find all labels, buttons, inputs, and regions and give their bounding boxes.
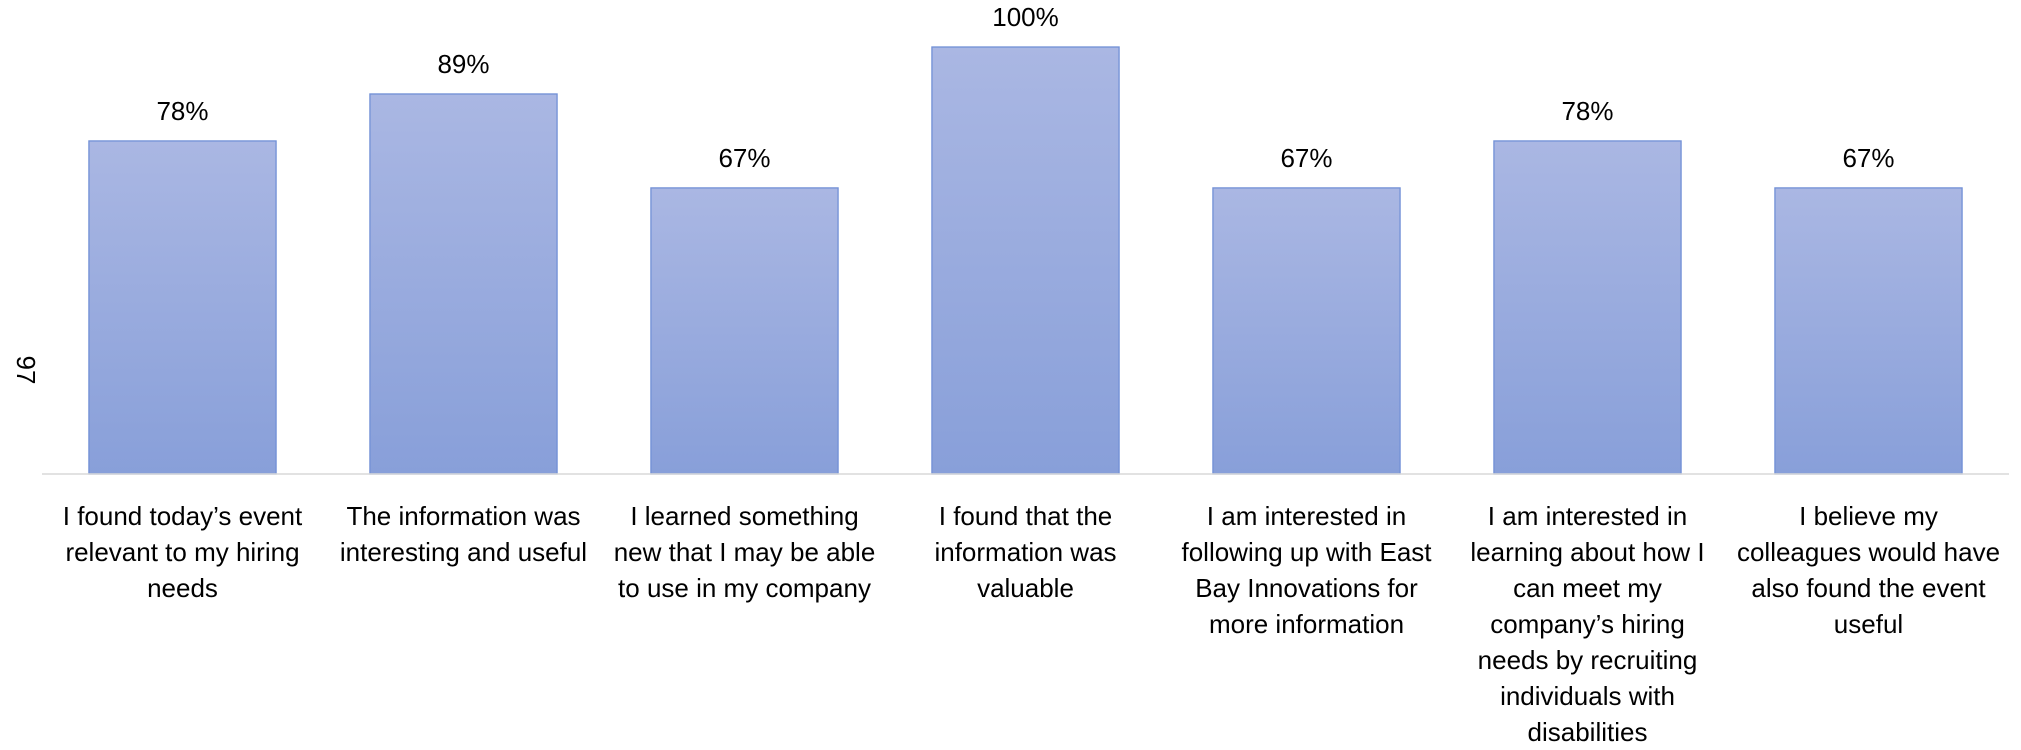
- value-label: 67%: [1842, 143, 1894, 173]
- bar: [1774, 187, 1963, 475]
- bar: [369, 93, 558, 475]
- x-tick-label: I believe my colleagues would have also …: [1736, 501, 2001, 639]
- bar: [1493, 140, 1682, 475]
- value-label: 78%: [156, 96, 208, 126]
- bar: [88, 140, 277, 475]
- value-label: 89%: [437, 49, 489, 79]
- bar: [931, 46, 1120, 475]
- value-label: 78%: [1561, 96, 1613, 126]
- value-label: 67%: [1280, 143, 1332, 173]
- x-tick-label: I learned something new that I may be ab…: [613, 501, 876, 603]
- x-tick-label: I found that the information was valuabl…: [934, 501, 1117, 603]
- page-number: 97: [11, 356, 41, 385]
- x-tick-label: I found today’s event relevant to my hir…: [62, 501, 303, 603]
- x-tick-label: I am interested in learning about how I …: [1470, 501, 1705, 747]
- x-tick-label: I am interested in following up with Eas…: [1181, 501, 1432, 639]
- value-label: 67%: [718, 143, 770, 173]
- value-label: 100%: [992, 2, 1059, 32]
- bar: [650, 187, 839, 475]
- bar: [1212, 187, 1401, 475]
- x-tick-label: The information was interesting and usef…: [339, 501, 588, 567]
